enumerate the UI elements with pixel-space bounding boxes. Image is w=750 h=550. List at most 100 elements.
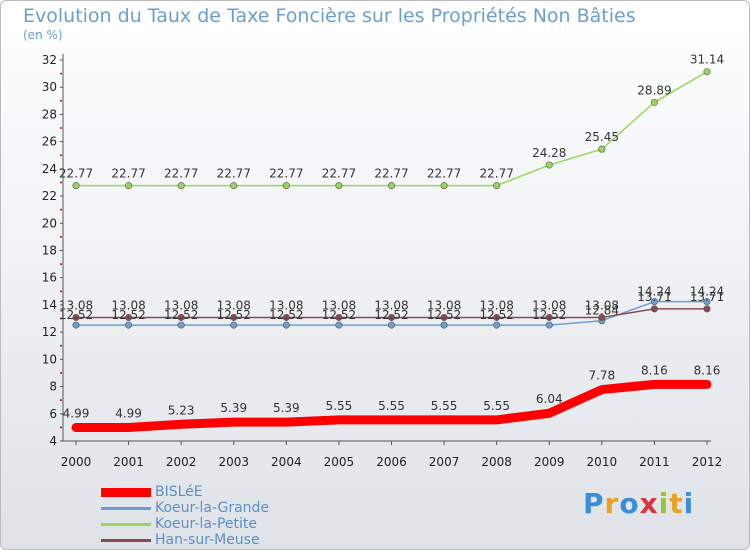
data-label: 12.84 <box>585 304 619 318</box>
legend-swatch <box>101 507 151 510</box>
x-tick-label: 2006 <box>376 455 407 469</box>
y-tick-label: 22 <box>42 189 57 203</box>
data-label: 28.89 <box>637 83 671 97</box>
data-point <box>335 321 343 329</box>
x-tick-label: 2012 <box>692 455 723 469</box>
data-label: 13.08 <box>532 298 566 312</box>
chart-series <box>71 68 712 433</box>
data-point <box>440 321 448 329</box>
y-minor-tick <box>60 154 62 157</box>
y-tick-label: 4 <box>49 434 57 448</box>
data-point <box>282 321 290 329</box>
data-label: 13.71 <box>690 290 724 304</box>
data-label: 12.52 <box>164 308 198 322</box>
data-point <box>650 305 658 313</box>
data-label: 13.08 <box>164 298 198 312</box>
data-label: 12.52 <box>427 308 461 322</box>
data-label: 12.52 <box>479 308 513 322</box>
data-label: 22.77 <box>427 167 461 181</box>
y-minor-tick <box>60 426 62 429</box>
data-label: 5.39 <box>273 401 300 415</box>
data-point <box>387 321 395 329</box>
data-label: 25.45 <box>585 130 619 144</box>
y-tick-label: 24 <box>42 162 57 176</box>
logo-letter: i <box>658 487 670 520</box>
data-point <box>650 98 658 106</box>
data-point <box>703 68 711 76</box>
legend-label: Koeur-la-Grande <box>155 500 270 516</box>
data-label: 13.08 <box>269 298 303 312</box>
legend-swatch <box>101 539 151 542</box>
y-minor-tick <box>60 72 62 75</box>
data-label: 6.04 <box>536 392 563 406</box>
logo-letter: o <box>619 487 640 520</box>
data-point <box>493 182 501 190</box>
x-tick-label: 2000 <box>61 455 92 469</box>
x-tick-label: 2007 <box>429 455 460 469</box>
y-tick-label: 10 <box>42 352 57 366</box>
chart-data-labels: 22.77 22.77 22.77 22.77 22.77 22.77 22.77 22.77… <box>59 53 724 421</box>
data-label: 12.52 <box>269 308 303 322</box>
data-label: 5.23 <box>168 403 195 417</box>
data-point <box>545 321 553 329</box>
data-point <box>282 182 290 190</box>
legend-swatch <box>101 523 151 526</box>
data-label: 5.55 <box>431 399 458 413</box>
y-tick-label: 18 <box>42 244 57 258</box>
data-label: 13.08 <box>322 298 356 312</box>
y-tick-label: 32 <box>42 53 57 67</box>
y-minor-tick <box>60 371 62 374</box>
data-label: 4.99 <box>115 407 142 421</box>
data-label: 13.71 <box>637 290 671 304</box>
x-tick-label: 2001 <box>113 455 144 469</box>
data-point <box>493 321 501 329</box>
y-tick-label: 28 <box>42 107 57 121</box>
data-point <box>282 313 290 321</box>
data-point <box>125 321 133 329</box>
data-label: 13.08 <box>479 298 513 312</box>
data-label: 22.77 <box>374 167 408 181</box>
x-tick-label: 2004 <box>271 455 302 469</box>
y-tick-label: 14 <box>42 298 57 312</box>
data-label: 12.52 <box>322 308 356 322</box>
x-tick-label: 2003 <box>218 455 249 469</box>
logo-letter: P <box>583 487 605 520</box>
data-point <box>703 298 711 306</box>
y-minor-tick <box>60 344 62 347</box>
data-label: 7.78 <box>588 369 615 383</box>
data-label: 13.08 <box>585 298 619 312</box>
x-tick-label: 2010 <box>587 455 618 469</box>
legend-label: BISLéE <box>155 484 203 500</box>
data-point <box>598 313 606 321</box>
data-label: 13.08 <box>374 298 408 312</box>
y-tick-label: 12 <box>42 325 57 339</box>
y-minor-tick <box>60 263 62 266</box>
data-point <box>177 313 185 321</box>
data-point <box>125 313 133 321</box>
x-tick-label: 2009 <box>534 455 565 469</box>
data-label: 14.24 <box>690 285 724 299</box>
data-label: 8.16 <box>694 363 721 377</box>
x-tick-label: 2002 <box>166 455 197 469</box>
data-label: 13.08 <box>217 298 251 312</box>
data-point <box>125 182 133 190</box>
chart-title: Evolution du Taux de Taxe Foncière sur l… <box>23 5 636 27</box>
data-label: 12.52 <box>59 308 93 322</box>
series-line-0 <box>71 379 712 433</box>
y-tick-label: 16 <box>42 271 57 285</box>
data-point <box>230 321 238 329</box>
y-tick-label: 6 <box>49 407 57 421</box>
logo-letter: i <box>683 487 695 520</box>
y-minor-tick <box>60 181 62 184</box>
data-label: 5.55 <box>483 399 510 413</box>
data-point <box>335 313 343 321</box>
logo-letter: t <box>669 487 684 520</box>
data-label: 24.28 <box>532 146 566 160</box>
y-tick-label: 20 <box>42 216 57 230</box>
y-minor-tick <box>60 290 62 293</box>
data-point <box>440 182 448 190</box>
data-point <box>72 313 80 321</box>
data-label: 5.55 <box>326 399 353 413</box>
data-label: 12.52 <box>532 308 566 322</box>
